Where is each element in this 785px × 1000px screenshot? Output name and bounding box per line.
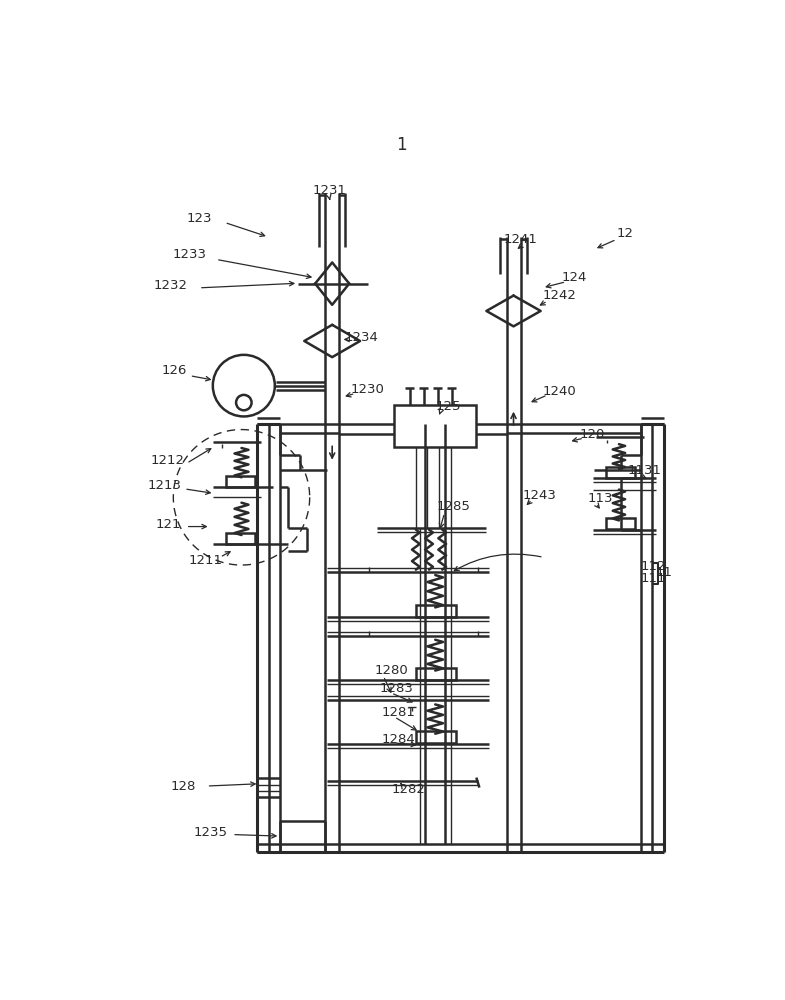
Text: 1243: 1243 xyxy=(523,489,557,502)
Text: 123: 123 xyxy=(186,212,212,225)
Text: 1285: 1285 xyxy=(436,500,470,513)
Text: 113: 113 xyxy=(588,492,613,505)
Text: 111: 111 xyxy=(641,572,666,585)
Bar xyxy=(416,731,456,743)
Bar xyxy=(606,518,635,529)
Text: 1241: 1241 xyxy=(503,233,538,246)
Text: 1235: 1235 xyxy=(193,826,228,839)
Text: 1: 1 xyxy=(396,136,407,154)
Text: 125: 125 xyxy=(436,400,461,413)
Bar xyxy=(416,605,456,617)
Text: 1281: 1281 xyxy=(382,706,416,719)
Bar xyxy=(416,668,456,680)
Text: 1231: 1231 xyxy=(312,184,346,197)
Bar xyxy=(394,405,476,447)
Text: 1232: 1232 xyxy=(154,279,188,292)
Text: 1283: 1283 xyxy=(380,682,414,695)
Text: 1234: 1234 xyxy=(345,331,378,344)
Bar xyxy=(226,476,255,487)
Text: 1240: 1240 xyxy=(542,385,576,398)
Text: 121: 121 xyxy=(156,518,181,531)
Text: 126: 126 xyxy=(162,364,187,377)
Text: 1212: 1212 xyxy=(150,454,184,467)
Bar xyxy=(226,533,255,544)
Text: 124: 124 xyxy=(561,271,586,284)
Text: 120: 120 xyxy=(580,428,605,441)
Text: 1230: 1230 xyxy=(351,383,385,396)
Text: 1242: 1242 xyxy=(542,289,576,302)
Text: 1280: 1280 xyxy=(374,664,408,677)
Text: 1282: 1282 xyxy=(391,783,425,796)
Text: 1131: 1131 xyxy=(627,464,662,477)
Text: 1213: 1213 xyxy=(148,479,182,492)
Text: 12: 12 xyxy=(617,227,633,240)
Text: 1233: 1233 xyxy=(173,248,206,261)
Text: 112: 112 xyxy=(641,560,666,573)
Text: 1284: 1284 xyxy=(382,733,416,746)
Text: 128: 128 xyxy=(170,780,196,793)
Text: 11: 11 xyxy=(655,566,673,579)
Text: 1211: 1211 xyxy=(188,554,222,567)
Bar xyxy=(606,467,635,478)
